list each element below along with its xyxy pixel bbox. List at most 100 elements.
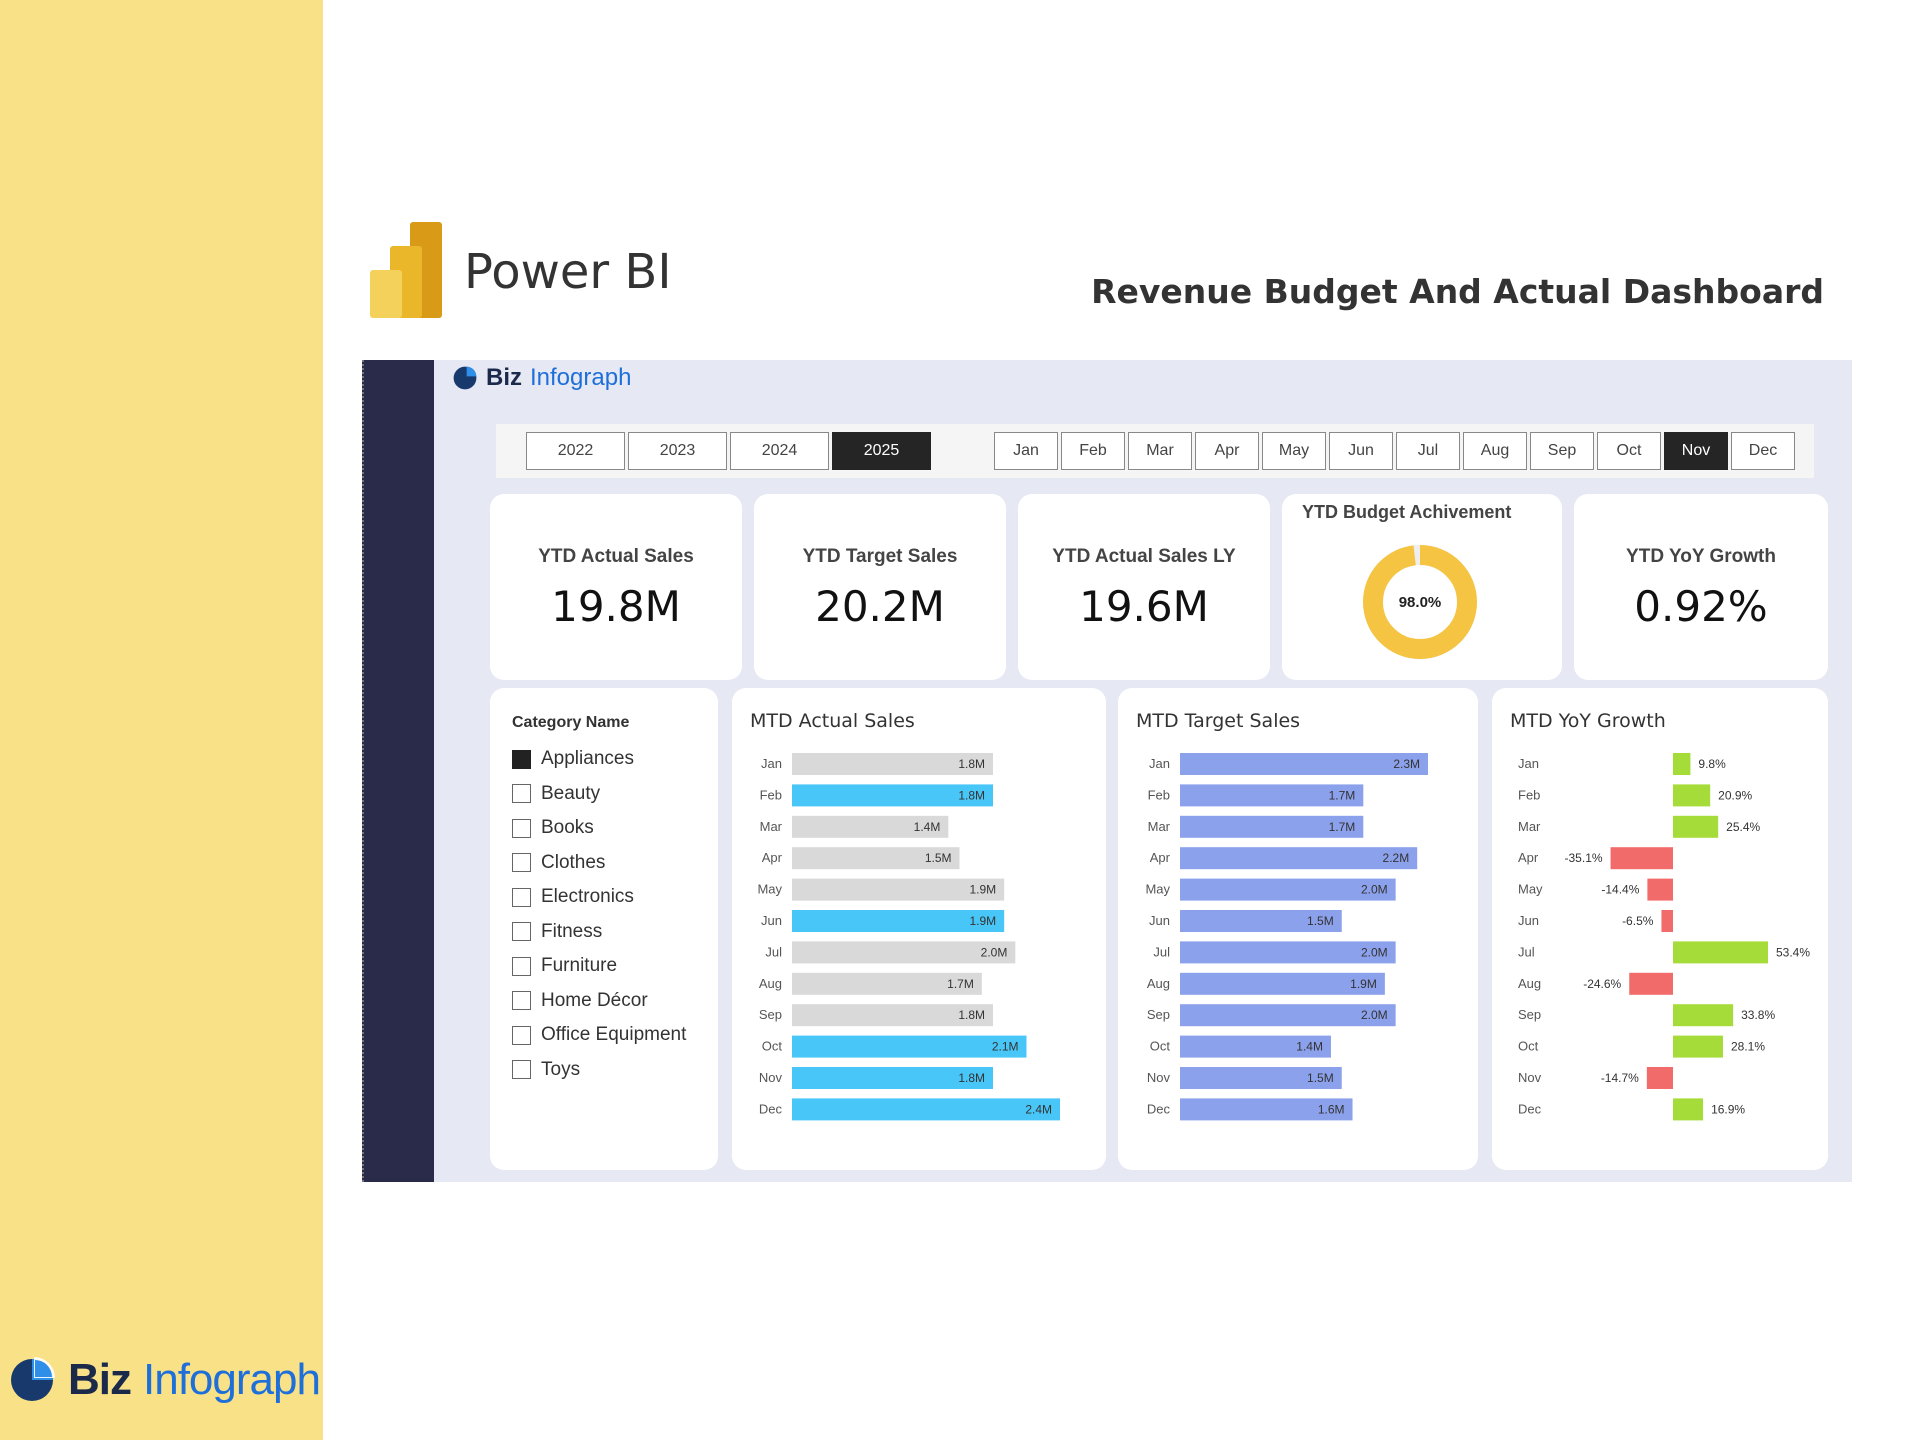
data-label: 33.8% [1741,1008,1775,1022]
checkbox[interactable] [512,991,531,1011]
data-label: 1.9M [969,883,996,897]
bar [1673,941,1768,964]
kpi-label: YTD Actual Sales LY [1052,546,1236,567]
category-label: Books [541,817,594,839]
bar [792,972,982,995]
data-label: 1.8M [958,1008,985,1022]
month-chip-aug[interactable]: Aug [1463,432,1527,470]
category-tick-label: Feb [1148,787,1170,802]
brand-logo: Biz Infograph [452,364,631,392]
bar [792,847,960,870]
category-item[interactable]: Books [512,811,686,846]
dashboard-canvas: Biz Infograph 2022 2023 2024 2025 Jan Feb Mar… [362,360,1852,1182]
footer-brand-word-infograph: Infograph [143,1355,321,1404]
category-item[interactable]: Furniture [512,949,686,984]
month-chip-mar[interactable]: Mar [1128,432,1192,470]
bar [1673,753,1691,775]
checkbox[interactable] [512,1025,531,1045]
bar [1180,1004,1396,1027]
kpi-card-ytd-target-sales: YTD Target Sales 20.2M [754,494,1006,680]
bar [1673,1098,1704,1121]
checkbox[interactable] [512,922,531,942]
category-tick-label: Mar [1518,819,1541,834]
data-label: 1.5M [925,851,952,865]
category-label: Home Décor [541,989,648,1011]
chart-title: MTD Target Sales [1136,710,1301,732]
month-chip-oct[interactable]: Oct [1597,432,1661,470]
category-item[interactable]: Toys [512,1053,686,1088]
month-chip-nov[interactable]: Nov [1664,432,1728,470]
kpi-label: YTD YoY Growth [1626,546,1776,567]
checkbox[interactable] [512,887,531,907]
chart-card-mtd-yoy-growth: MTD YoY Growth Jan 9.8% Feb 20.9% Mar 25.4% Ap… [1492,688,1828,1170]
category-tick-label: Jul [1153,944,1170,959]
data-label: -6.5% [1622,914,1654,928]
category-label: Toys [541,1058,581,1080]
kpi-label: YTD Actual Sales [538,546,694,567]
data-label: 1.9M [1350,977,1377,991]
checkbox[interactable] [512,749,531,769]
kpi-card-ytd-actual-sales: YTD Actual Sales 19.8M [490,494,742,680]
category-tick-label: Dec [759,1101,783,1116]
category-item[interactable]: Office Equipment [512,1018,686,1053]
data-label: -24.6% [1583,977,1621,991]
bar [792,1067,993,1089]
bar [792,1004,993,1027]
category-item[interactable]: Beauty [512,777,686,812]
bar [1180,1098,1353,1121]
category-tick-label: Mar [1148,819,1171,834]
month-chip-sep[interactable]: Sep [1530,432,1594,470]
checkbox[interactable] [512,1060,531,1080]
category-tick-label: Jul [1518,944,1535,959]
bar [1180,910,1342,932]
bar [1610,847,1673,870]
data-label: -14.7% [1601,1071,1639,1085]
category-tick-label: Feb [1518,787,1540,802]
category-tick-label: Mar [760,819,783,834]
bar [792,941,1016,964]
year-chip-2023[interactable]: 2023 [628,432,727,470]
kpi-value: 19.6M [1079,582,1209,631]
year-chip-2022[interactable]: 2022 [526,432,625,470]
category-tick-label: Apr [1518,850,1539,865]
bar [792,815,949,838]
year-chip-2025[interactable]: 2025 [832,432,931,470]
year-slicer: 2022 2023 2024 2025 [526,432,931,470]
month-chip-may[interactable]: May [1262,432,1326,470]
month-chip-apr[interactable]: Apr [1195,432,1259,470]
data-label: 2.3M [1393,757,1420,771]
data-label: 2.0M [1361,945,1388,959]
checkbox[interactable] [512,818,531,838]
data-label: 2.0M [981,945,1008,959]
category-item[interactable]: Appliances [512,742,686,777]
category-item[interactable]: Home Décor [512,984,686,1019]
brand-word-infograph: Infograph [530,364,632,391]
category-tick-label: Feb [760,787,782,802]
bar [1180,1035,1331,1058]
checkbox[interactable] [512,956,531,976]
category-item[interactable]: Electronics [512,880,686,915]
mtd-actual-sales-chart: Jan 1.8M Feb 1.8M Mar 1.4M Apr 1.5M May 1.9M Jun 1.… [757,753,1060,1121]
bar [1180,972,1385,995]
category-item[interactable]: Fitness [512,915,686,950]
month-chip-jul[interactable]: Jul [1396,432,1460,470]
kpi-card-ytd-yoy-growth: YTD YoY Growth 0.92% [1574,494,1828,680]
month-chip-feb[interactable]: Feb [1061,432,1125,470]
month-chip-dec[interactable]: Dec [1731,432,1795,470]
category-tick-label: Oct [762,1039,783,1054]
year-chip-2024[interactable]: 2024 [730,432,829,470]
data-label: 53.4% [1776,945,1810,959]
data-label: 9.8% [1698,757,1726,771]
category-label: Electronics [541,886,634,908]
month-chip-jan[interactable]: Jan [994,432,1058,470]
app-name: Power BI [464,244,672,300]
month-chip-jun[interactable]: Jun [1329,432,1393,470]
category-item[interactable]: Clothes [512,846,686,881]
checkbox[interactable] [512,853,531,873]
data-label: 2.0M [1361,883,1388,897]
data-label: 1.4M [914,820,941,834]
checkbox[interactable] [512,784,531,804]
data-label: 2.4M [1025,1102,1052,1116]
bar [1180,815,1364,838]
data-label: 1.5M [1307,1071,1334,1085]
